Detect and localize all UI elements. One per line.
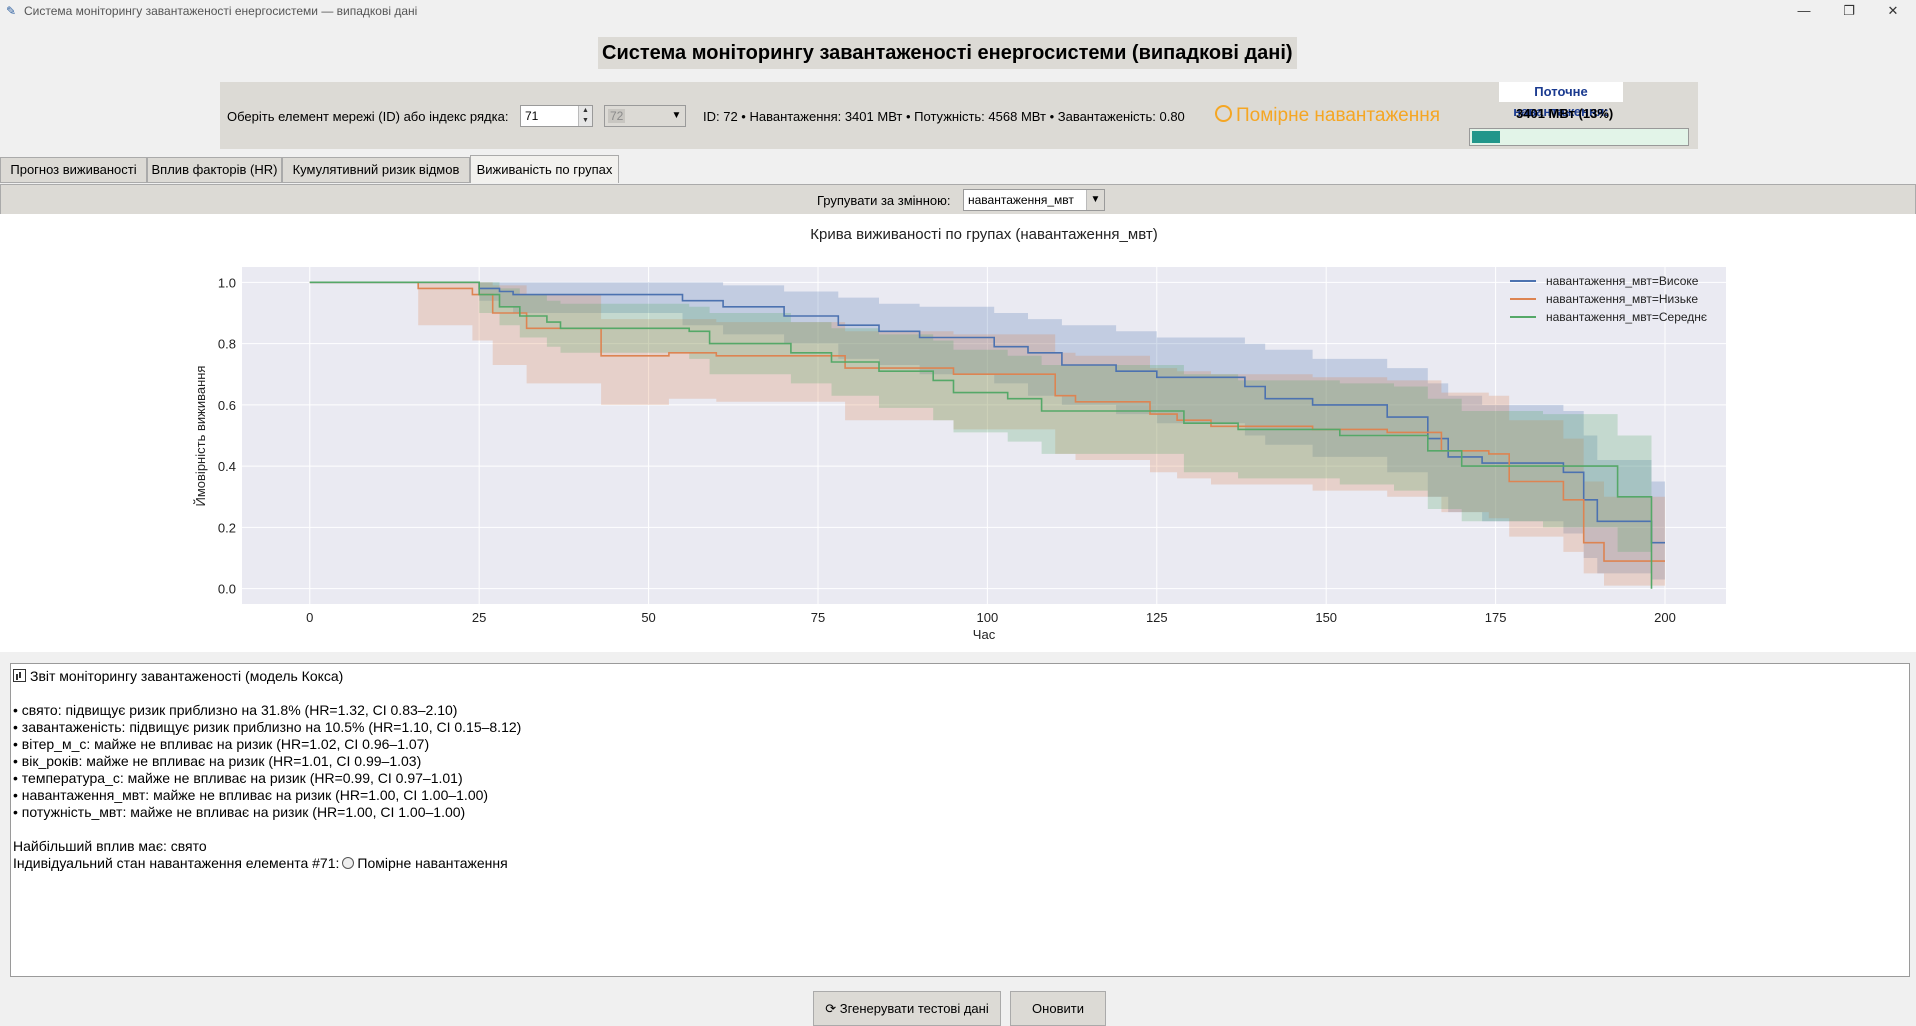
y-tick-label: 0.0	[218, 582, 236, 597]
element-select-label: Оберіть елемент мережі (ID) або індекс р…	[227, 109, 509, 124]
x-tick-label: 75	[811, 610, 825, 625]
report-panel[interactable]: Звіт моніторингу завантаженості (модель …	[10, 663, 1910, 977]
refresh-data-icon: ⟳	[825, 1001, 840, 1016]
x-axis-label: Час	[973, 627, 996, 642]
maximize-button[interactable]: ❐	[1843, 3, 1855, 18]
individual-status-line: Індивідуальний стан навантаження елемент…	[13, 855, 508, 871]
legend-label: навантаження_мвт=Низьке	[1546, 292, 1698, 306]
current-load-title: Поточне навантаження:	[1499, 82, 1623, 119]
page-title: Система моніторингу завантаженості енерг…	[598, 37, 1297, 69]
confidence-band-0	[309, 282, 1665, 580]
chart-title: Крива виживаності по групах (навантаженн…	[810, 226, 1157, 243]
toolbar: Оберіть елемент мережі (ID) або індекс р…	[220, 82, 1698, 149]
load-progress-bar	[1469, 128, 1689, 146]
spin-down-icon[interactable]: ▼	[582, 117, 589, 124]
report-line: • вітер_м_с: майже не впливає на ризик (…	[13, 736, 430, 752]
group-by-value: навантаження_мвт	[968, 193, 1074, 207]
window-title: Система моніторингу завантаженості енерг…	[24, 4, 418, 18]
generate-data-button[interactable]: ⟳ Згенерувати тестові дані	[813, 991, 1001, 1026]
y-axis-label: Ймовірність виживання	[193, 366, 208, 507]
spin-up-icon[interactable]: ▲	[582, 107, 589, 114]
tab-factor-impact[interactable]: Вплив факторів (HR)	[147, 157, 282, 183]
tab-bar: Прогноз виживаності Вплив факторів (HR) …	[0, 155, 1916, 184]
element-info: ID: 72 • Навантаження: 3401 МВт • Потужн…	[703, 109, 1185, 124]
x-tick-label: 25	[472, 610, 486, 625]
x-tick-label: 100	[977, 610, 999, 625]
survival-lines	[309, 281, 1665, 589]
individual-status-value: Помірне навантаження	[357, 855, 508, 871]
y-tick-label: 0.4	[218, 459, 236, 474]
individual-status-prefix: Індивідуальний стан навантаження елемент…	[13, 855, 340, 871]
x-tick-label: 125	[1146, 610, 1168, 625]
report-line: • потужність_мвт: майже не впливає на ри…	[13, 804, 466, 820]
element-id-input[interactable]	[521, 106, 585, 126]
close-button[interactable]: ✕	[1887, 3, 1899, 18]
status-circle-icon	[342, 857, 355, 869]
top-factor-line: Найбільший вплив має: свято	[13, 838, 207, 854]
report-line: • свято: підвищує ризик приблизно на 31.…	[13, 702, 458, 718]
group-by-combobox[interactable]: навантаження_мвт ▼	[963, 189, 1105, 211]
tab-cumulative-risk[interactable]: Кумулятивний ризик відмов	[282, 157, 470, 183]
x-tick-label: 150	[1315, 610, 1337, 625]
spin-arrows[interactable]: ▲ ▼	[578, 106, 592, 126]
bar-chart-icon	[13, 669, 26, 682]
report-line: • вік_років: майже не впливає на ризик (…	[13, 753, 422, 769]
y-tick-label: 0.2	[218, 520, 236, 535]
x-tick-label: 50	[641, 610, 655, 625]
generate-data-label: Згенерувати тестові дані	[839, 1001, 989, 1016]
x-tick-label: 0	[306, 610, 313, 625]
y-tick-label: 0.8	[218, 337, 236, 352]
current-load-value: 3401 МВт (13%)	[1516, 106, 1614, 121]
survival-line-2	[309, 281, 1653, 589]
report-line: • температура_с: майже не впливає на риз…	[13, 770, 463, 786]
group-by-label: Групувати за змінною:	[817, 193, 951, 208]
load-progress-fill	[1472, 131, 1500, 143]
chevron-down-icon[interactable]: ▼	[1086, 190, 1104, 210]
survival-line-1	[309, 281, 1665, 562]
y-tick-label: 0.6	[218, 398, 236, 413]
feather-icon: ✎	[6, 4, 17, 18]
axis-ticks: 0 25 50 75 100 125 150 175 200 0.0 0.2 0.4 0.6 0.8 1.0	[218, 275, 1676, 625]
tab-survival-forecast[interactable]: Прогноз виживаності	[0, 157, 147, 183]
load-status-text: Помірне навантаження	[1236, 105, 1441, 126]
report-title-text: Звіт моніторингу завантаженості (модель …	[30, 668, 344, 684]
load-status: Помірне навантаження	[1215, 105, 1440, 127]
plot-background	[242, 267, 1726, 604]
report-line: • навантаження_мвт: майже не впливає на …	[13, 787, 489, 803]
chart-legend: навантаження_мвт=Високе навантаження_мвт=…	[1510, 274, 1707, 324]
report-line: • завантаженість: підвищує ризик приблиз…	[13, 719, 522, 735]
report-title: Звіт моніторингу завантаженості (модель …	[13, 668, 343, 684]
row-index-combobox[interactable]: 72 ▼	[604, 105, 686, 127]
chevron-down-icon[interactable]: ▼	[671, 110, 682, 121]
confidence-band-1	[309, 282, 1665, 586]
gridlines	[242, 267, 1726, 604]
refresh-button[interactable]: Оновити	[1010, 991, 1106, 1026]
chart-area: 0 25 50 75 100 125 150 175 200 0.0 0.2 0.4 0.6 0.8 1.0…	[0, 214, 1916, 652]
survival-chart: 0 25 50 75 100 125 150 175 200 0.0 0.2 0.4 0.6 0.8 1.0…	[193, 226, 1726, 642]
legend-label: навантаження_мвт=Високе	[1546, 274, 1699, 288]
tab-survival-by-groups[interactable]: Виживаність по групах	[470, 155, 619, 183]
legend-label: навантаження_мвт=Середнє	[1546, 310, 1707, 324]
minimize-button[interactable]: —	[1797, 3, 1811, 18]
status-circle-icon	[1215, 105, 1232, 122]
row-index-value: 72	[608, 109, 626, 123]
window-titlebar: ✎ Система моніторингу завантаженості ене…	[0, 0, 1916, 22]
x-tick-label: 175	[1485, 610, 1507, 625]
x-tick-label: 200	[1654, 610, 1676, 625]
element-id-spinbox[interactable]: ▲ ▼	[520, 105, 593, 127]
y-tick-label: 1.0	[218, 275, 236, 290]
